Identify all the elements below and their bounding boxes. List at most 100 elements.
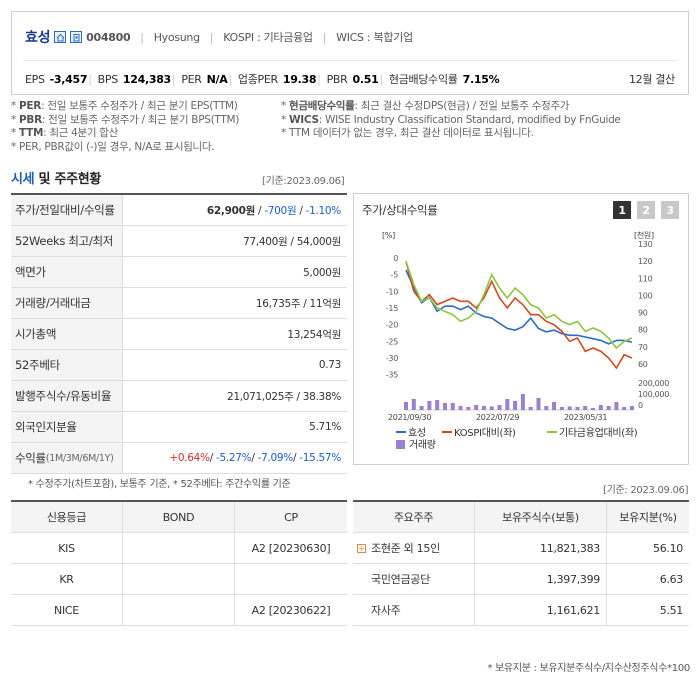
credit-cell	[235, 564, 347, 594]
volume-bar	[427, 401, 432, 410]
left-tick: -15	[386, 304, 398, 313]
note-text: : 최근 4분기 합산	[43, 127, 119, 139]
company-name: 효성	[25, 30, 51, 46]
volume-bar	[466, 407, 471, 410]
dividend-value: 7.15%	[462, 72, 500, 86]
left-tick: -5	[391, 271, 399, 280]
base-date: [기준:2023.09.06]	[262, 176, 345, 187]
value-part: /	[209, 452, 216, 464]
volume-bar	[411, 399, 416, 410]
volume-bar	[622, 407, 627, 410]
right-tick: 90	[638, 309, 648, 318]
volume-bar	[404, 402, 408, 410]
legend-label: 기타금융업대비(좌)	[559, 426, 638, 439]
value-part: 62,900원	[206, 204, 255, 217]
value-part: -700원	[264, 204, 297, 217]
price-row-label-small: (1M/3M/6M/1Y)	[45, 452, 114, 464]
price-row-label: 시가총액	[11, 319, 123, 349]
english-name: Hyosung	[153, 30, 200, 44]
note-key: PBR	[19, 113, 42, 126]
value-part: /	[254, 204, 265, 217]
note-line: * PER, PBR값이 (-)일 경우, N/A로 표시됩니다.	[11, 140, 215, 153]
price-row-label: 액면가	[11, 257, 123, 287]
volume-bar	[559, 407, 564, 410]
note-line: * WICS: WISE Industry Classification Sta…	[281, 113, 621, 126]
wics-info: WICS : 복합기업	[336, 31, 413, 44]
note-text: : 전일 보통주 수정주가 / 최근 분기 EPS(TTM)	[41, 100, 238, 112]
building-icon[interactable]	[70, 31, 83, 43]
series-line	[405, 269, 633, 345]
sector-per-value: 19.38	[282, 72, 317, 86]
price-row-label: 외국인지분율	[11, 412, 123, 442]
credit-base-date: [기준: 2023.09.06]	[603, 485, 689, 496]
holder-name-cell: + 조현준 외 15인	[353, 533, 475, 563]
note-text: : WISE Industry Classification Standard,…	[318, 113, 621, 126]
price-chart: [%] [천원] 0 -5 -10 -15 -20 -25 -30 -35 130 120 110 100…	[382, 230, 669, 451]
note-key: PER	[19, 100, 42, 112]
credit-row: KR	[11, 564, 347, 595]
volume-bar	[567, 406, 572, 410]
right-tick: 100	[638, 291, 653, 300]
volume-bar	[458, 406, 463, 410]
pbr-value: 0.51	[352, 72, 379, 86]
volume-bar	[528, 407, 533, 410]
note-key: 현금배당수익률	[289, 100, 355, 112]
sector-per-label: 업종PER	[237, 73, 278, 86]
section-title-a: 시세	[11, 172, 35, 187]
volume-bar	[513, 401, 518, 410]
volume-tick: 100,000	[638, 390, 669, 399]
right-tick: 120	[638, 257, 653, 266]
left-tick: -10	[386, 287, 398, 296]
credit-cell: A2 [20230630]	[251, 541, 331, 555]
x-tick: 2023/05/31	[564, 413, 607, 422]
bps-label: BPS	[97, 72, 119, 86]
volume-bar	[598, 405, 603, 410]
expand-icon[interactable]: +	[357, 543, 366, 553]
volume-bar	[544, 406, 549, 410]
holder-name: 국민연금공단	[371, 573, 430, 586]
eps-value: -3,457	[49, 72, 88, 86]
note-line: * PBR: 전일 보통주 수정주가 / 최근 분기 BPS(TTM)	[11, 113, 240, 126]
holder-shares: 1,397,399	[475, 564, 607, 594]
price-row: 52주베타 0.73	[11, 350, 347, 381]
volume-bar	[489, 406, 494, 410]
volume-bar	[536, 398, 541, 410]
left-axis-unit: [%]	[382, 231, 395, 240]
volume-bar	[630, 406, 634, 410]
credit-cell	[123, 564, 235, 594]
chart-tab-1[interactable]: 1	[613, 201, 631, 219]
credit-cell: KIS	[11, 533, 123, 563]
value-part: -5.27%	[215, 452, 252, 464]
holders-row: + 조현준 외 15인 11,821,383 56.10	[353, 533, 689, 564]
note-line: * TTM 데이터가 없는 경우, 최근 결산 데이터로 표시됩니다.	[281, 127, 534, 139]
holders-table: 주요주주 보유주식수(보통) 보유지분(%) + 조현준 외 15인 11,821,383…	[353, 500, 689, 626]
price-row: 액면가 5,000원	[11, 257, 347, 288]
chart-tab-3[interactable]: 3	[661, 201, 679, 219]
price-footnote: * 수정주가(차트포함), 보통주 기준, * 52주베타: 주간수익률 기준	[28, 479, 291, 490]
left-tick: -30	[386, 354, 398, 363]
legend-label: KOSPI대비(좌)	[454, 427, 516, 439]
holder-pct: 6.63	[659, 572, 684, 586]
price-row-value: 62,900원 / -700원 / -1.10%	[123, 203, 347, 218]
series-line	[405, 261, 633, 350]
dividend-label: 현금배당수익률	[388, 73, 458, 86]
note-text: TTM 데이터가 없는 경우, 최근 결산 데이터로 표시됩니다.	[289, 127, 534, 139]
holder-pct: 5.51	[659, 603, 684, 617]
volume-bar	[614, 402, 619, 410]
holders-row: 국민연금공단 1,397,399 6.63	[353, 564, 689, 595]
volume-bar	[505, 399, 510, 410]
left-tick: -25	[386, 337, 398, 346]
right-tick: 70	[638, 343, 648, 352]
right-tick: 110	[638, 274, 653, 283]
value-part: -7.09%	[257, 452, 294, 464]
note-key: WICS	[289, 113, 319, 126]
key-metrics: EPS -3,457 | BPS 124,383 | PER N/A | 업종PER 19.3…	[25, 72, 675, 87]
price-row-label: 거래량/거래대금	[11, 288, 123, 318]
value-part: /	[296, 204, 306, 217]
chart-tab-2[interactable]: 2	[637, 201, 655, 219]
left-tick: -20	[386, 321, 398, 330]
holder-name-cell: 자사주	[353, 595, 475, 625]
home-icon[interactable]	[54, 31, 67, 43]
